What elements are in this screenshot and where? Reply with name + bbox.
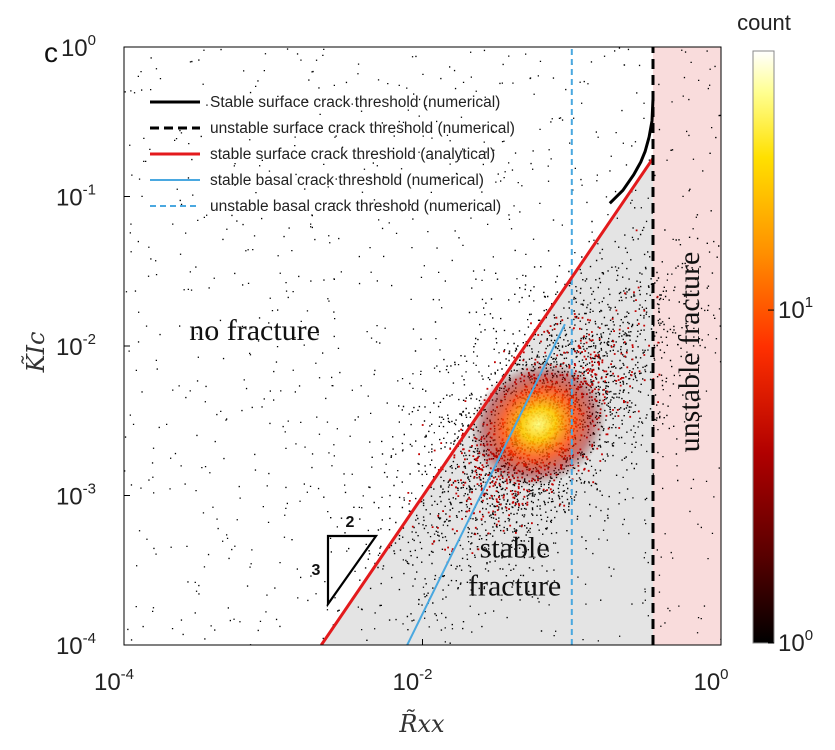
legend-label-0: Stable surface crack threshold (numerica… <box>210 94 500 111</box>
region-labels: no fracture stable fracture unstable fra… <box>189 252 706 603</box>
x-axis-label: R̃xx <box>398 710 445 738</box>
unstable-region <box>652 47 721 645</box>
colorbar-tick-label-0: 101 <box>778 294 813 324</box>
scatter-points <box>124 47 721 645</box>
y-tick-label-3: 10-3 <box>56 481 96 511</box>
legend-label-1: unstable surface crack threshold (numeri… <box>210 120 515 137</box>
x-tick-label-0: 10-4 <box>94 666 134 696</box>
x-tick-label-1: 10-2 <box>392 666 432 696</box>
region-label-stable-line1: stable <box>480 531 550 564</box>
colorbar-gradient <box>752 50 775 644</box>
colorbar: count 101 100 <box>737 10 813 657</box>
slope-run-label: 2 <box>346 514 355 531</box>
x-tick-label-2: 100 <box>693 666 728 696</box>
plot-area <box>124 47 721 645</box>
colorbar-title: count <box>737 10 791 35</box>
slope-triangle: 2 3 <box>312 514 379 608</box>
threshold-lines <box>320 47 655 645</box>
region-label-stable-line2: fracture <box>468 569 561 602</box>
region-label-no-fracture: no fracture <box>189 314 320 347</box>
region-label-unstable-fracture: unstable fracture <box>673 252 706 453</box>
legend-label-2: stable surface crack threshold (analytic… <box>210 146 495 163</box>
series-line-2 <box>320 157 655 645</box>
y-tick-label-1: 10-1 <box>56 182 96 212</box>
x-axis-ticks: 10-4 10-2 100 <box>94 639 729 696</box>
legend: Stable surface crack threshold (numerica… <box>150 94 515 215</box>
legend-label-4: unstable basal crack threshold (numerica… <box>210 198 501 215</box>
y-tick-label-4: 10-4 <box>56 630 96 660</box>
y-axis-label: K̃Ic <box>22 332 50 374</box>
scatter-dots <box>124 47 721 645</box>
slope-triangle-shape <box>326 534 379 608</box>
y-tick-label-0: 100 <box>61 32 96 62</box>
legend-label-3: stable basal crack threshold (numerical) <box>210 172 484 189</box>
y-axis-ticks: 100 10-1 10-2 10-3 10-4 <box>56 32 130 660</box>
colorbar-tick-label-1: 100 <box>778 627 813 657</box>
y-tick-label-2: 10-2 <box>56 331 96 361</box>
slope-rise-label: 3 <box>312 562 321 579</box>
colorbar-ticks: 101 100 <box>768 294 813 657</box>
series-line-3 <box>406 323 566 645</box>
panel-label: c <box>44 37 58 68</box>
